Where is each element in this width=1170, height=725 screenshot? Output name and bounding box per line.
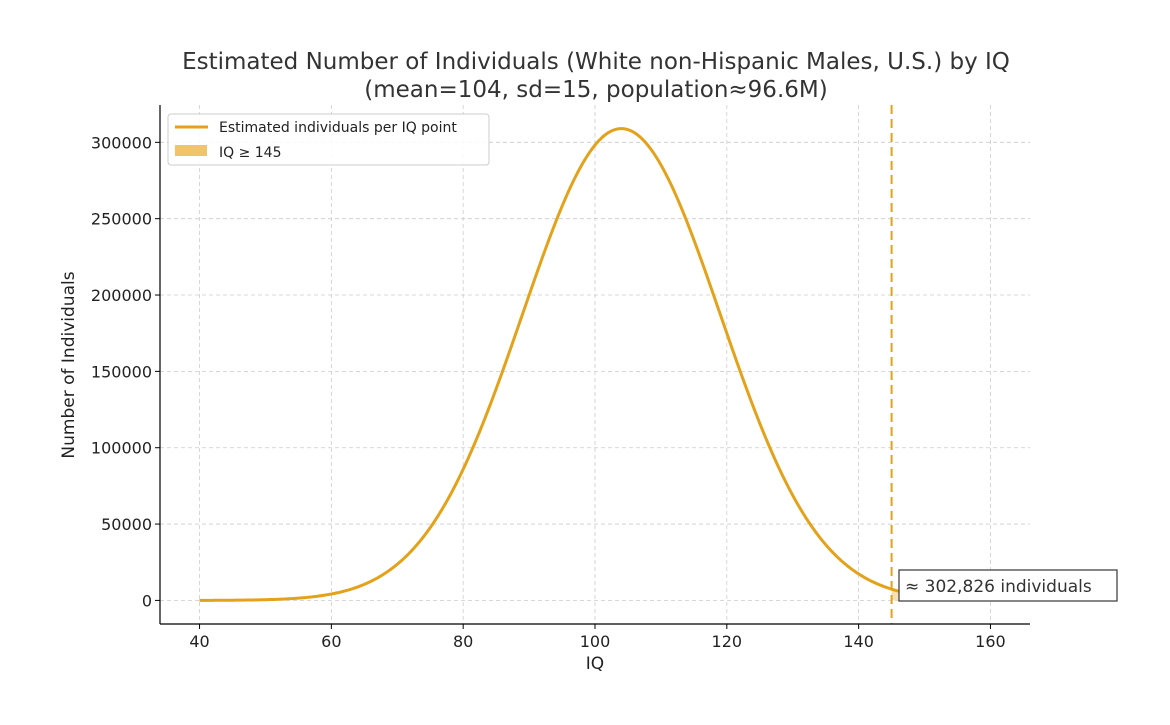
x-tick-label: 80 (453, 632, 473, 651)
x-tick-label: 160 (975, 632, 1006, 651)
legend-entry-fill: IQ ≥ 145 (219, 145, 282, 161)
x-axis-label: IQ (586, 654, 604, 674)
y-tick-label: 250000 (91, 210, 152, 229)
x-tick-label: 100 (580, 632, 611, 651)
x-axis-ticks: 40 60 80 100 120 140 160 (189, 624, 1006, 651)
x-tick-label: 40 (189, 632, 209, 651)
y-tick-label: 100000 (91, 439, 152, 458)
y-tick-label: 200000 (91, 286, 152, 305)
y-axis-ticks: 0 50000 100000 150000 200000 250000 300000 (91, 133, 160, 610)
x-tick-label: 60 (321, 632, 341, 651)
series-line (199, 127, 991, 602)
chart-title-line1: Estimated Number of Individuals (White n… (182, 49, 1010, 75)
chart-title-line2: (mean=104, sd=15, population≈96.6M) (364, 77, 827, 103)
legend-fill-swatch (175, 145, 207, 156)
y-axis-label: Number of Individuals (59, 271, 79, 458)
y-tick-label: 0 (142, 591, 152, 610)
legend: Estimated individuals per IQ point IQ ≥ … (167, 113, 490, 166)
annotation: ≈ 302,826 individuals (898, 569, 1118, 602)
annotation-text: ≈ 302,826 individuals (905, 577, 1092, 597)
grid (160, 105, 1030, 624)
x-tick-label: 140 (843, 632, 874, 651)
y-tick-label: 150000 (91, 362, 152, 381)
x-tick-label: 120 (712, 632, 743, 651)
legend-entry-line: Estimated individuals per IQ point (219, 120, 457, 136)
y-tick-label: 300000 (91, 133, 152, 152)
y-tick-label: 50000 (101, 515, 152, 534)
